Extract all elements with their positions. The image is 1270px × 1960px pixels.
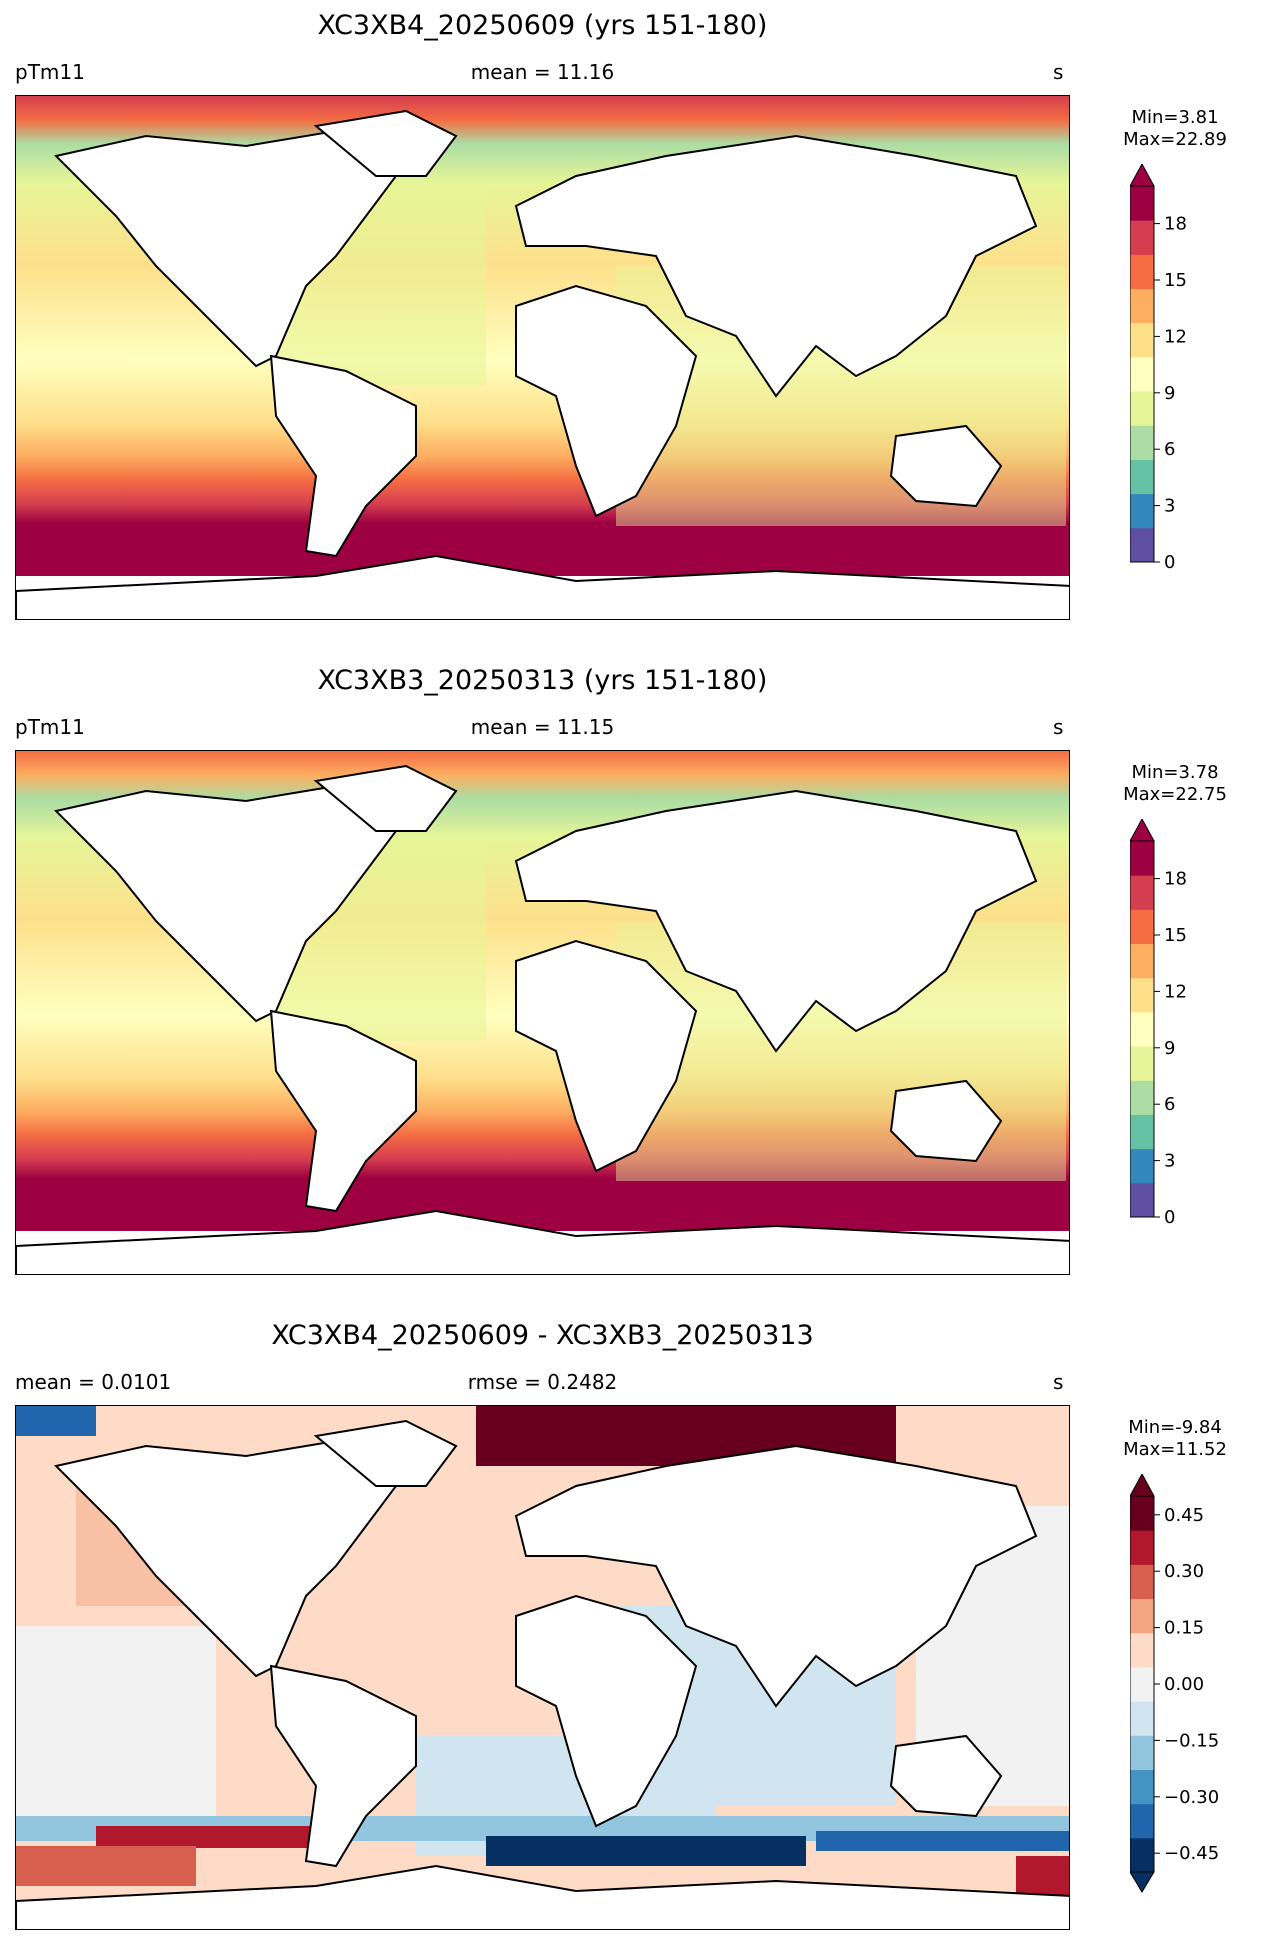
colorbar-segment [1130,1496,1154,1531]
colorbar-segment [1130,459,1154,495]
colorbar-tick-label: 9 [1164,1038,1175,1059]
units-label: s [1053,60,1064,84]
coastlines [16,764,1069,1274]
panel-title: XC3XB4_20250609 - XC3XB3_20250313 [271,1320,814,1351]
colorbar-tick-label: −0.30 [1164,1787,1219,1808]
map-field [15,750,1070,1275]
colorbar-segment [1130,1666,1154,1702]
panel-middle: XC3XB3_20250313 (yrs 151-180) pTm11 mean… [0,655,1270,1305]
min-label: Min=-9.84 [1128,1417,1222,1438]
colorbar-segment [1130,1769,1154,1805]
mean-label: mean = 11.16 [470,60,615,84]
units-label: s [1053,1370,1064,1394]
map-field [15,1405,1070,1930]
colorbar-tick-label: 3 [1164,496,1175,517]
coastlines [16,109,1069,619]
colorbar-segment [1130,288,1154,324]
colorbar-tick-label: −0.15 [1164,1730,1219,1751]
minmax-readout: Min=3.81 Max=22.89 [1100,107,1250,151]
world-map [16,751,1069,1274]
colorbar-extend-min [1130,1871,1155,1893]
colorbar-segment [1130,254,1154,290]
rmse-label: rmse = 0.2482 [467,1370,618,1394]
colorbar-segment [1130,977,1154,1013]
colorbar-segment [1130,186,1154,221]
colorbar-extend-max [1130,164,1155,187]
colorbar: 0 3 6 9 12 15 18 [1130,819,1187,1228]
colorbar-tick-label: 15 [1164,925,1187,946]
colorbar-segment [1130,322,1154,358]
colorbar-tick-label: −0.45 [1164,1843,1219,1864]
variable-label: pTm11 [15,60,85,84]
colorbar-segment [1130,1701,1154,1736]
minmax-readout: Min=3.78 Max=22.75 [1100,762,1250,806]
colorbar-tick-label: 0.15 [1164,1618,1204,1639]
world-map [16,96,1069,619]
colorbar-segment [1130,1632,1154,1668]
colorbar-segment [1130,1735,1154,1770]
colorbar-tick-label: 0.45 [1164,1505,1204,1526]
colorbar-segment [1130,1837,1154,1873]
colorbar-segment [1130,1530,1154,1565]
colorbar-tick-label: 0.00 [1164,1674,1204,1695]
variable-label: pTm11 [15,715,85,739]
colorbar-segment [1130,943,1154,979]
colorbar-tick-label: 18 [1164,869,1187,890]
colorbar-outline [1130,840,1155,1218]
max-label: Max=22.89 [1123,129,1227,150]
colorbar-segment [1130,1011,1154,1047]
colorbar-tick-label: 6 [1164,439,1175,460]
panel-bottom: XC3XB4_20250609 - XC3XB3_20250313 mean =… [0,1310,1270,1960]
mean-label: mean = 11.15 [470,715,615,739]
min-label: Min=3.78 [1131,762,1219,783]
colorbar-tick-label: 0.30 [1164,1561,1204,1582]
colorbar-tick-label: 0 [1164,552,1175,573]
colorbar-segment [1130,527,1154,563]
coastlines [16,1419,1069,1929]
panel-top: XC3XB4_20250609 (yrs 151-180) pTm11 mean… [0,0,1270,650]
colorbar-segment [1130,425,1154,460]
colorbar-tick-label: 3 [1164,1151,1175,1172]
colorbar-segment [1130,1564,1154,1600]
minmax-readout: Min=-9.84 Max=11.52 [1100,1417,1250,1461]
colorbar-tick-label: 12 [1164,981,1187,1002]
colorbar-segment [1130,1080,1154,1115]
mean-label: mean = 0.0101 [15,1370,172,1394]
colorbar-segment [1130,841,1154,876]
colorbar-tick-label: 9 [1164,383,1175,404]
world-map [16,1406,1069,1929]
colorbar-segment [1130,1046,1154,1081]
map-field [15,95,1070,620]
colorbar-segment [1130,493,1154,529]
colorbar: 0 3 6 9 12 15 18 [1130,164,1187,573]
colorbar-tick-label: 15 [1164,270,1187,291]
colorbar-segment [1130,1148,1154,1184]
colorbar-extend-max [1130,819,1155,842]
colorbar-segment [1130,220,1154,255]
colorbar: −0.45 −0.30 −0.15 0.00 0.15 0.30 0.45 [1130,1474,1219,1893]
colorbar-extend-max [1130,1474,1155,1497]
colorbar-segment [1130,875,1154,910]
colorbar-tick-label: 18 [1164,214,1187,235]
min-label: Min=3.81 [1131,107,1219,128]
colorbar-outline [1130,185,1155,563]
max-label: Max=11.52 [1123,1439,1227,1460]
panel-title: XC3XB3_20250313 (yrs 151-180) [317,665,768,696]
colorbar-segment [1130,1598,1154,1634]
panel-title: XC3XB4_20250609 (yrs 151-180) [317,10,768,41]
colorbar-tick-label: 12 [1164,326,1187,347]
colorbar-tick-label: 0 [1164,1207,1175,1228]
colorbar-segment [1130,1803,1154,1839]
colorbar-segment [1130,1182,1154,1218]
colorbar-segment [1130,391,1154,426]
max-label: Max=22.75 [1123,784,1227,805]
units-label: s [1053,715,1064,739]
colorbar-segment [1130,1114,1154,1150]
colorbar-tick-label: 6 [1164,1094,1175,1115]
colorbar-segment [1130,356,1154,392]
colorbar-segment [1130,909,1154,945]
